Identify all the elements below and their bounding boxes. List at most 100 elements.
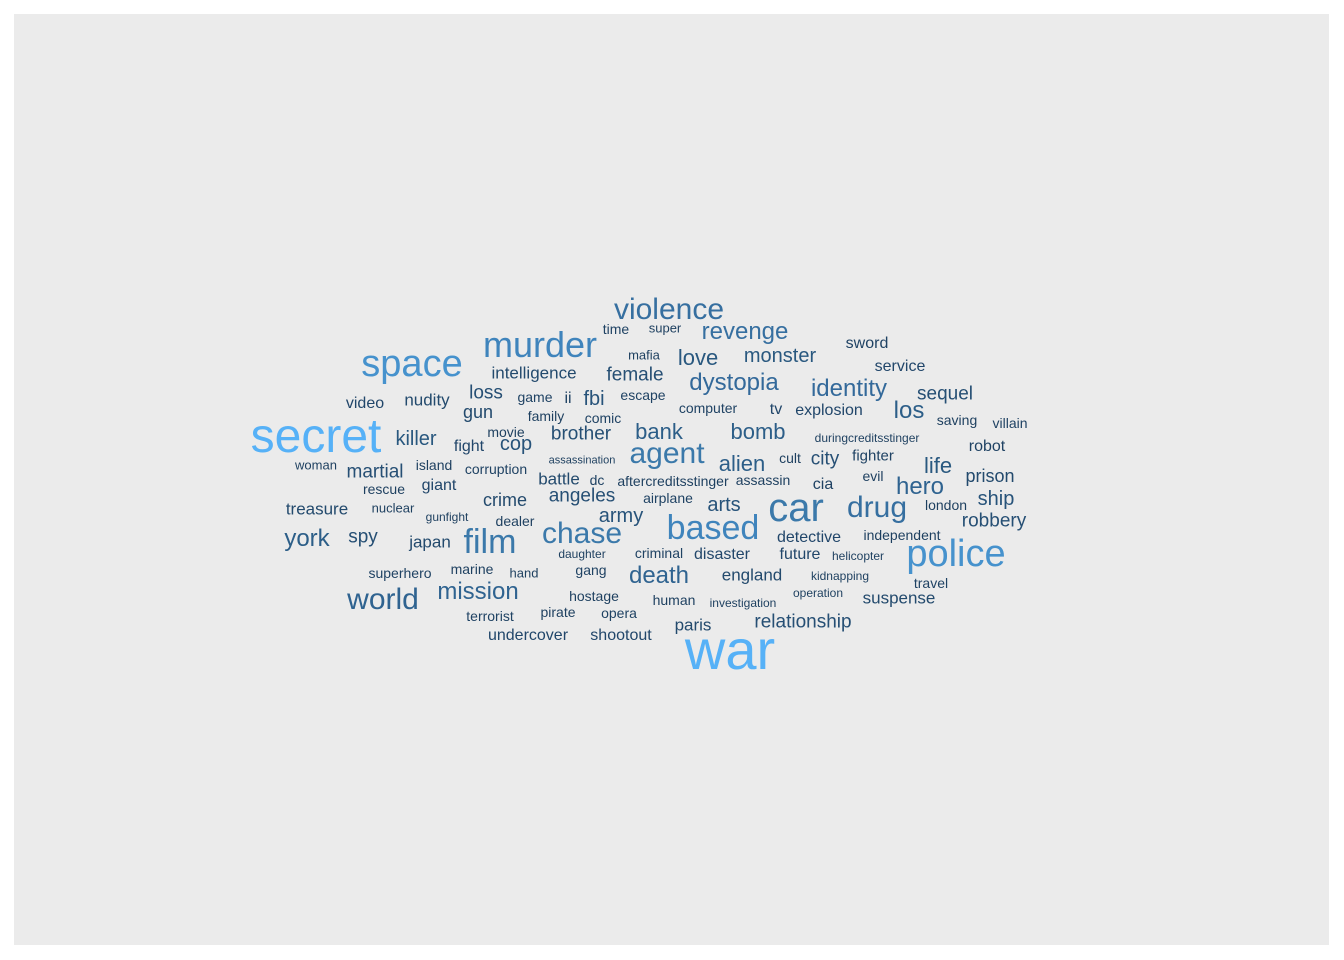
word-woman: woman xyxy=(295,457,337,473)
word-angeles: angeles xyxy=(548,485,616,507)
word-service: service xyxy=(874,358,926,375)
word-london: london xyxy=(924,497,968,513)
word-mafia: mafia xyxy=(628,347,660,363)
word-secret: secret xyxy=(250,410,382,463)
word-gun: gun xyxy=(462,402,494,422)
word-gang: gang xyxy=(575,562,607,578)
word-ii: ii xyxy=(564,390,572,407)
word-aftercreditsstinger: aftercreditsstinger xyxy=(617,473,729,489)
word-arts: arts xyxy=(707,494,741,516)
word-family: family xyxy=(527,408,565,424)
word-gunfight: gunfight xyxy=(425,510,469,524)
word-relationship: relationship xyxy=(754,611,852,633)
word-daughter: daughter xyxy=(558,547,606,561)
word-helicopter: helicopter xyxy=(831,549,885,563)
word-army: army xyxy=(598,505,644,527)
word-cia: cia xyxy=(812,476,834,493)
word-cop: cop xyxy=(499,433,533,455)
word-travel: travel xyxy=(913,575,949,591)
word-love: love xyxy=(677,345,719,370)
word-dystopia: dystopia xyxy=(689,369,779,396)
word-based: based xyxy=(666,509,760,547)
word-brother: brother xyxy=(550,423,612,445)
word-escape: escape xyxy=(620,387,666,403)
word-murder: murder xyxy=(482,324,598,365)
word-england: england xyxy=(721,565,783,585)
word-hand: hand xyxy=(509,565,539,581)
word-explosion: explosion xyxy=(795,402,863,419)
word-suspense: suspense xyxy=(862,588,936,608)
word-game: game xyxy=(517,389,553,405)
word-rescue: rescue xyxy=(362,481,406,497)
word-dc: dc xyxy=(589,472,605,488)
word-mission: mission xyxy=(437,578,519,605)
word-intelligence: intelligence xyxy=(491,363,577,383)
word-revenge: revenge xyxy=(701,318,789,345)
word-female: female xyxy=(606,364,664,386)
word-undercover: undercover xyxy=(487,627,569,644)
word-battle: battle xyxy=(538,469,580,489)
word-duringcreditsstinger: duringcreditsstinger xyxy=(814,431,920,445)
word-dealer: dealer xyxy=(495,513,535,529)
word-identity: identity xyxy=(810,375,888,402)
word-york: york xyxy=(284,525,330,552)
word-villain: villain xyxy=(992,415,1028,431)
word-fbi: fbi xyxy=(583,388,605,410)
word-giant: giant xyxy=(421,477,457,494)
word-video: video xyxy=(345,395,385,412)
word-japan: japan xyxy=(409,532,451,552)
word-city: city xyxy=(810,448,840,470)
word-war: war xyxy=(684,618,776,681)
word-nudity: nudity xyxy=(404,390,450,410)
word-super: super xyxy=(648,320,682,336)
word-death: death xyxy=(628,562,690,589)
word-airplane: airplane xyxy=(643,490,693,506)
word-operation: operation xyxy=(792,586,844,600)
word-loss: loss xyxy=(469,382,503,404)
word-monster: monster xyxy=(743,345,817,367)
word-treasure: treasure xyxy=(285,499,349,519)
word-sequel: sequel xyxy=(917,383,973,405)
word-alien: alien xyxy=(718,451,766,476)
word-spy: spy xyxy=(348,526,378,548)
word-disaster: disaster xyxy=(693,546,751,563)
word-future: future xyxy=(779,546,821,563)
word-corruption: corruption xyxy=(464,461,528,477)
word-killer: killer xyxy=(395,428,437,450)
word-evil: evil xyxy=(862,468,884,484)
plot-panel xyxy=(14,14,1329,945)
word-hero: hero xyxy=(895,473,945,500)
word-cult: cult xyxy=(779,450,801,466)
word-los: los xyxy=(893,397,925,424)
word-violence: violence xyxy=(613,293,725,326)
word-criminal: criminal xyxy=(634,545,684,561)
word-police: police xyxy=(906,533,1006,575)
word-hostage: hostage xyxy=(569,588,619,604)
word-opera: opera xyxy=(601,605,637,621)
word-fighter: fighter xyxy=(852,447,894,465)
word-car: car xyxy=(768,486,824,530)
word-martial: martial xyxy=(346,461,404,483)
word-computer: computer xyxy=(678,400,738,416)
word-shootout: shootout xyxy=(590,627,652,644)
word-film: film xyxy=(463,523,517,561)
word-chase: chase xyxy=(541,517,623,550)
word-marine: marine xyxy=(450,561,494,577)
word-investigation: investigation xyxy=(709,596,777,610)
word-paris: paris xyxy=(674,615,712,635)
word-bank: bank xyxy=(635,419,683,444)
word-island: island xyxy=(415,457,453,473)
word-life: life xyxy=(923,453,953,478)
word-world: world xyxy=(347,583,419,616)
word-nuclear: nuclear xyxy=(371,500,415,516)
word-human: human xyxy=(652,592,696,608)
word-movie: movie xyxy=(487,424,525,440)
word-superhero: superhero xyxy=(368,565,432,581)
word-terrorist: terrorist xyxy=(466,608,514,624)
word-comic: comic xyxy=(584,410,622,426)
word-kidnapping: kidnapping xyxy=(810,569,870,583)
word-ship: ship xyxy=(977,488,1015,510)
word-bomb: bomb xyxy=(730,419,786,444)
word-tv: tv xyxy=(769,401,783,418)
